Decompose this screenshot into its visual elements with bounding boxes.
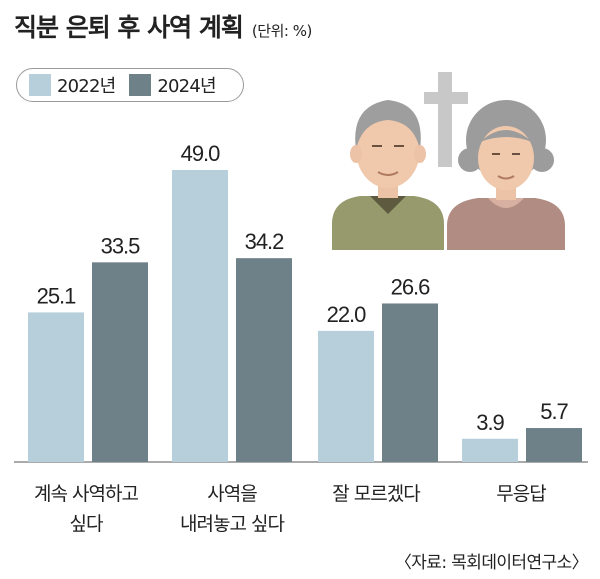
legend-item-2022: 2022년	[29, 72, 116, 98]
legend-swatch-2022	[29, 74, 51, 96]
illustration	[332, 72, 565, 250]
legend: 2022년 2024년	[16, 68, 244, 102]
bar-2022년-3	[462, 438, 518, 462]
bar-2022년-2	[318, 330, 374, 462]
value-label-2024년-1: 34.2	[245, 229, 285, 254]
value-labels-layer: 25.1 49.0 22.0 3.9 33.5 34.2 26.6 5.7	[37, 141, 570, 435]
chart-title: 직분 은퇴 후 사역 계획	[14, 13, 244, 42]
bar-2024년-0	[92, 262, 148, 462]
chart-title-block: 직분 은퇴 후 사역 계획 (단위: %)	[14, 8, 312, 44]
value-label-2022년-0: 25.1	[37, 283, 77, 308]
category-label-2: 잘 모르겠다	[332, 483, 420, 505]
bar-2022년-0	[28, 312, 84, 462]
unit-label: (단위: %)	[251, 22, 312, 40]
elderly-woman-icon	[447, 100, 565, 250]
elderly-man-icon	[332, 100, 444, 250]
category-label-line: 내려놓고 싶다	[180, 513, 284, 535]
cross-icon	[424, 72, 468, 167]
bar-2024년-2	[382, 303, 438, 462]
category-label-3: 무응답	[496, 483, 546, 505]
value-label-2022년-1: 49.0	[181, 141, 221, 166]
category-label-line: 사역을	[207, 483, 257, 505]
category-label-line: 무응답	[496, 483, 546, 505]
value-label-2024년-0: 33.5	[101, 233, 141, 258]
source-note: 〈자료: 목회데이터연구소〉	[394, 553, 589, 573]
category-label-line: 싶다	[70, 513, 103, 535]
legend-item-2024: 2024년	[129, 72, 217, 98]
legend-swatch-2024	[129, 74, 152, 96]
value-label-2024년-3: 5.7	[540, 399, 568, 424]
category-label-line: 잘 모르겠다	[332, 483, 420, 505]
category-label-line: 계속 사역하고	[34, 483, 138, 505]
legend-label-2024: 2024년	[157, 76, 216, 97]
value-label-2022년-3: 3.9	[476, 410, 504, 435]
value-label-2022년-2: 22.0	[327, 302, 367, 327]
legend-label-2022: 2022년	[57, 76, 116, 97]
value-label-2024년-2: 26.6	[391, 274, 431, 299]
bar-2024년-3	[526, 428, 582, 462]
bar-2024년-1	[236, 258, 292, 462]
bars-layer	[28, 169, 582, 462]
bar-2022년-1	[172, 169, 228, 462]
